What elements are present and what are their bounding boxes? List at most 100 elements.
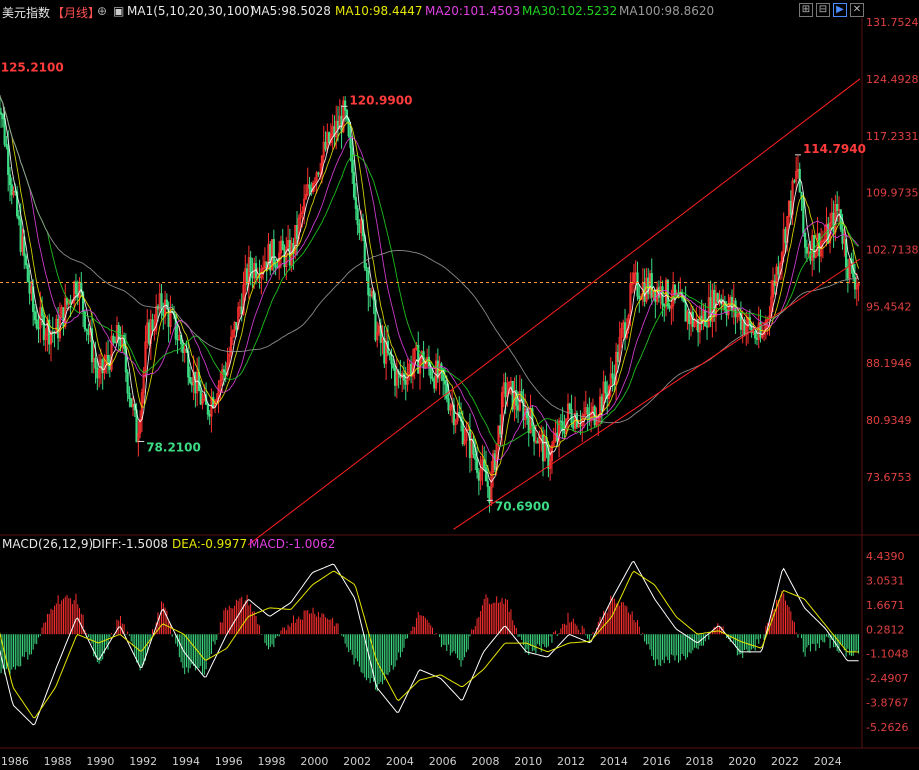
candle-body — [376, 332, 379, 341]
candle-body — [454, 420, 457, 426]
time-tick-label: 2022 — [771, 755, 799, 768]
restore-icon[interactable]: ⊟ — [816, 3, 830, 17]
candle-body — [229, 336, 233, 355]
candle-body — [493, 453, 496, 470]
candle-body — [713, 289, 716, 317]
time-tick-label: 2016 — [643, 755, 671, 768]
ma5-value: MA5:98.5028 — [251, 4, 331, 18]
candle-body — [162, 309, 165, 316]
candle-body — [194, 371, 197, 394]
candle-body — [81, 291, 85, 313]
candle-body — [126, 371, 129, 394]
candle-body — [37, 327, 40, 330]
candle-body — [499, 425, 502, 435]
candle-body — [497, 425, 500, 445]
macd-tick-label: 3.0531 — [866, 574, 905, 587]
trend-line — [247, 78, 861, 546]
candle-body — [35, 319, 38, 329]
macd-tick-label: -3.8767 — [866, 697, 908, 710]
candle-body — [486, 480, 489, 487]
time-tick-label: 2004 — [386, 755, 414, 768]
candle-body — [114, 341, 117, 344]
time-tick-label: 1990 — [86, 755, 114, 768]
candle-body — [670, 305, 673, 309]
candle-body — [433, 378, 436, 389]
candle-body — [258, 276, 261, 279]
peak-label: 70.6900 — [495, 499, 550, 513]
candle-body — [62, 307, 65, 327]
candle-body — [221, 369, 224, 381]
candle-body — [490, 471, 493, 503]
candle-body — [723, 301, 726, 310]
candle-body — [538, 434, 541, 444]
candle-body — [632, 272, 636, 284]
candle-body — [533, 425, 536, 442]
candle-body — [272, 239, 275, 264]
candle-body — [219, 379, 222, 386]
candle-body — [836, 204, 839, 211]
candle-body — [474, 454, 477, 460]
candle-body — [176, 338, 179, 341]
candle-body — [368, 294, 372, 297]
close-icon[interactable]: ✕ — [850, 3, 864, 17]
candle-body — [87, 330, 90, 336]
candle-body — [74, 281, 78, 294]
candle-body — [508, 381, 511, 394]
candle-body — [315, 172, 318, 183]
candle-body — [33, 311, 37, 321]
candle-body — [130, 398, 133, 407]
candle-body — [698, 315, 702, 333]
candle-body — [629, 283, 632, 316]
candle-body — [342, 100, 345, 133]
candle-body — [199, 390, 202, 405]
period-selector[interactable]: 【月线】 — [52, 6, 101, 20]
candle-body — [304, 194, 308, 200]
candle-body — [80, 282, 83, 293]
candle-body — [552, 440, 555, 446]
settings-icon[interactable]: ⊕ — [97, 4, 108, 18]
candle-body — [119, 338, 122, 347]
candle-body — [793, 180, 796, 183]
candle-body — [188, 377, 192, 383]
candle-body — [595, 422, 598, 426]
time-tick-label: 2002 — [343, 755, 371, 768]
candle-body — [151, 319, 154, 331]
candle-body — [714, 293, 718, 317]
candle-body — [777, 266, 780, 275]
price-tick-label: 73.6753 — [866, 471, 912, 484]
candle-body — [212, 397, 215, 408]
candle-body — [684, 301, 687, 322]
candle-body — [201, 399, 204, 405]
candle-body — [317, 172, 320, 175]
candle-body — [347, 118, 350, 137]
candle-body — [344, 100, 347, 111]
candle-body — [516, 405, 520, 411]
ma-toggle-icon[interactable]: ▣ — [113, 4, 125, 18]
candle-body — [17, 215, 20, 220]
fullscreen-icon[interactable]: ▶ — [833, 3, 847, 17]
candle-body — [8, 174, 12, 186]
price-tick-label: 88.1946 — [866, 357, 912, 370]
candle-body — [112, 335, 115, 343]
candle-body — [666, 279, 669, 307]
candle-body — [245, 268, 249, 285]
candle-body — [668, 305, 671, 309]
candle-body — [262, 267, 265, 270]
candle-body — [40, 307, 44, 317]
time-tick-label: 1988 — [44, 755, 72, 768]
candle-body — [365, 267, 368, 272]
candle-body — [479, 469, 482, 481]
candle-body — [791, 180, 794, 215]
ma30-line — [0, 94, 859, 447]
candle-body — [349, 135, 352, 148]
candle-body — [775, 266, 778, 286]
expand-icon[interactable]: ⊞ — [799, 3, 813, 17]
candle-body — [447, 398, 450, 411]
candle-body — [24, 255, 28, 266]
candle-body — [281, 240, 284, 251]
candle-body — [249, 257, 252, 272]
candle-body — [566, 403, 570, 419]
candle-body — [438, 363, 441, 379]
peak-label: 125.2100 — [1, 60, 64, 74]
candle-body — [231, 330, 234, 338]
